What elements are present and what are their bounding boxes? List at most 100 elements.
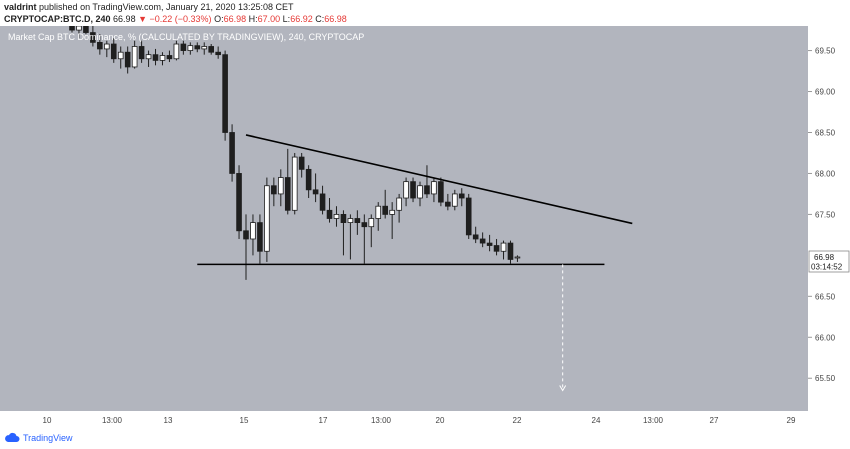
candle (361, 214, 368, 264)
author-name[interactable]: valdrint (4, 2, 37, 12)
candle (368, 214, 375, 248)
candle-body (347, 218, 354, 223)
candle (333, 206, 340, 227)
candle (264, 177, 270, 262)
candle-body (194, 45, 201, 50)
candle (201, 42, 208, 55)
candle (152, 48, 159, 66)
candle (312, 173, 319, 203)
price-axis[interactable]: 69.50 69.00 68.50 68.00 67.50 66.50 66.00 65.50… (808, 26, 850, 411)
ohlc-high-value: 67.00 (257, 14, 281, 24)
candle-body (229, 132, 235, 174)
ohlc-high-label: H: (248, 14, 258, 24)
ohlc-close-label: C: (315, 14, 325, 24)
y-tick-label: 69.50 (815, 47, 836, 56)
candle (347, 214, 354, 260)
candle-body (451, 193, 458, 207)
ohlc-low-value: 66.92 (290, 14, 313, 24)
candle (396, 193, 402, 223)
candle-body (250, 222, 256, 240)
candle-body (445, 201, 451, 207)
candle-body (438, 181, 444, 203)
x-tick-label: 20 (436, 416, 445, 425)
last-price: 66.98 (113, 14, 136, 24)
candle (493, 238, 500, 256)
candlestick-chart[interactable] (0, 13, 808, 411)
x-tick-label: 13 (164, 416, 173, 425)
candle-body (124, 51, 131, 68)
candle (257, 214, 263, 264)
ohlc-low-label: L: (282, 14, 291, 24)
candle-body (257, 222, 263, 252)
header: valdrint published on TradingView.com, J… (0, 0, 850, 26)
candle (236, 165, 242, 239)
candle-body (180, 43, 187, 51)
candle (187, 42, 194, 55)
candle (410, 177, 416, 203)
candle-body (243, 230, 249, 240)
target-arrowhead (559, 385, 567, 392)
candle (431, 177, 437, 203)
time-axis[interactable]: 10 13:00 13 15 17 13:00 20 22 24 13:00 27 29 (0, 411, 808, 428)
candle-body (340, 214, 347, 223)
candle-body (500, 242, 507, 252)
x-tick-label: 15 (240, 416, 249, 425)
candle-body (90, 32, 96, 43)
candle-body (277, 177, 284, 195)
candle-body (298, 156, 305, 170)
candle (243, 214, 249, 280)
x-tick-label: 24 (592, 416, 601, 425)
candle (458, 188, 465, 207)
candle (382, 189, 388, 219)
symbol-label[interactable]: CRYPTOCAP:BTC.D, 240 (4, 14, 111, 24)
candle (305, 165, 312, 199)
candle-body (312, 189, 319, 195)
candle (110, 38, 117, 63)
x-tick-label: 13:00 (102, 416, 123, 425)
candle-body (403, 181, 409, 199)
candle-body (410, 181, 416, 199)
price-badge-countdown: 03:14:52 (811, 263, 843, 272)
candle-body (375, 205, 382, 219)
candle-body (382, 205, 388, 215)
candle (354, 210, 361, 235)
published-line: valdrint published on TradingView.com, J… (4, 2, 294, 12)
candle (375, 202, 382, 231)
descending-trendline (245, 134, 633, 225)
candle (138, 40, 145, 63)
candle-body (201, 46, 208, 50)
candle-body (110, 43, 117, 60)
y-tick-label: 67.50 (815, 210, 836, 219)
candle (389, 202, 395, 239)
candle-body (458, 193, 465, 199)
candle (229, 124, 235, 182)
candle-body (104, 43, 110, 50)
candle (340, 210, 347, 256)
candle-body (152, 54, 159, 61)
candle (326, 198, 333, 223)
tradingview-logo[interactable]: TradingView (4, 432, 73, 443)
candle-body (138, 46, 145, 60)
chart-overlay-title: Market Cap BTC Dominance, % (CALCULATED … (8, 32, 365, 42)
candle-body (97, 41, 103, 50)
candle (486, 234, 493, 252)
candle-body (417, 185, 423, 199)
candle-body (159, 55, 166, 61)
candle-body (396, 197, 402, 211)
chart-area[interactable] (0, 13, 808, 411)
candle (180, 40, 187, 55)
candle (159, 52, 166, 66)
x-tick-label: 29 (787, 416, 796, 425)
candle-body (368, 218, 375, 228)
candle (507, 240, 514, 264)
x-tick-label: 13:00 (643, 416, 664, 425)
candle-body (187, 45, 194, 51)
candle-body (361, 222, 368, 228)
cloud-icon (5, 432, 20, 442)
candle-body (389, 209, 395, 215)
ohlc-open-label: O: (214, 14, 224, 24)
y-tick-label: 69.00 (815, 88, 836, 97)
candle (173, 40, 180, 61)
candle-body (486, 242, 493, 246)
price-badge (808, 250, 850, 273)
